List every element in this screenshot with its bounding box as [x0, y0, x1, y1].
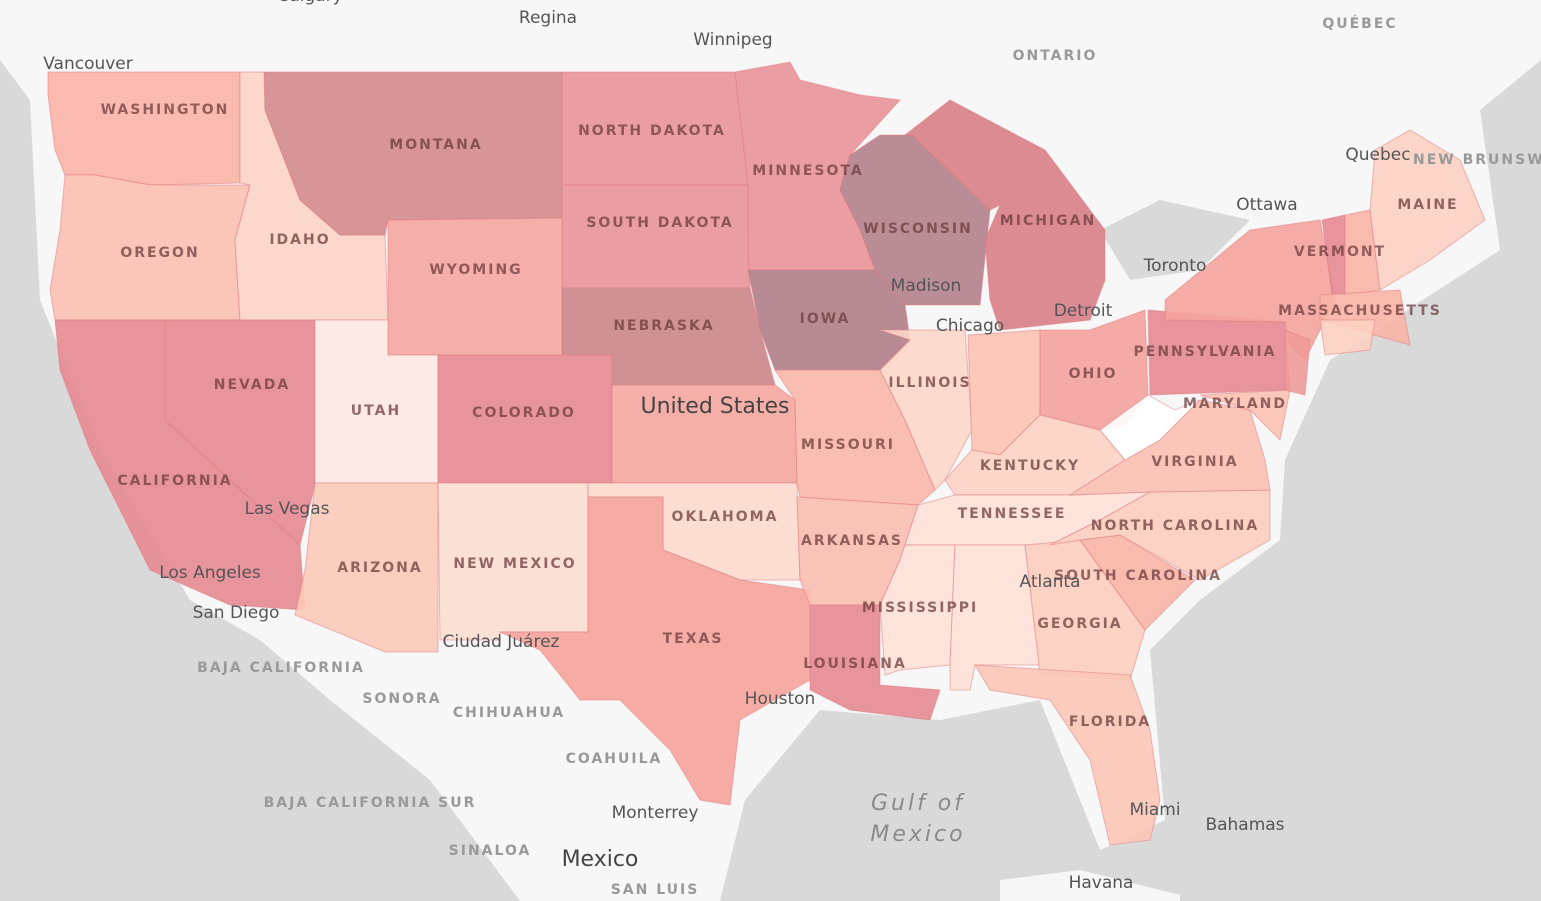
state: [879, 329, 973, 491]
place-label: Vancouver: [43, 54, 133, 74]
state: [1284, 329, 1311, 396]
state: [809, 604, 941, 721]
state: [1369, 129, 1486, 291]
state-label: TEXAS: [663, 631, 724, 647]
place-label: United States: [641, 394, 790, 419]
state-label: IOWA: [800, 311, 851, 327]
state-label: MINNESOTA: [752, 163, 863, 179]
state-label: IDAHO: [269, 232, 330, 248]
place-label: Quebec: [1345, 145, 1410, 165]
state: [387, 217, 563, 356]
place-label: ONTARIO: [1013, 48, 1098, 64]
state-label: NEVADA: [214, 377, 290, 393]
states: [47, 61, 1486, 846]
place-label: BAJA CALIFORNIA SUR: [264, 795, 477, 811]
state-label: MISSISSIPPI: [862, 600, 978, 616]
state-label: TENNESSEE: [958, 506, 1067, 522]
place-label: Calgary: [277, 0, 342, 6]
place-label: Ottawa: [1236, 195, 1297, 215]
place-label: Monterrey: [612, 803, 699, 823]
place-label: CHIHUAHUA: [453, 705, 565, 721]
state-label: VIRGINIA: [1151, 454, 1238, 470]
place-label: Las Vegas: [245, 499, 330, 519]
state: [1199, 389, 1291, 442]
place-label: Regina: [519, 8, 577, 28]
state: [1319, 319, 1376, 356]
place-label: Mexico: [562, 847, 639, 872]
state-label: ARKANSAS: [801, 533, 903, 549]
place-label: COAHUILA: [566, 751, 663, 767]
state: [47, 71, 241, 186]
state-label: WISCONSIN: [863, 221, 973, 237]
place-label: SINALOA: [449, 843, 532, 859]
state-label: MASSACHUSETTS: [1278, 303, 1442, 319]
state-label: SOUTH CAROLINA: [1054, 568, 1222, 584]
state-label: PENNSYLVANIA: [1134, 344, 1277, 360]
place-label: Winnipeg: [693, 30, 772, 50]
state-label: UTAH: [351, 403, 401, 419]
place-label: Detroit: [1054, 301, 1113, 321]
state-label: CALIFORNIA: [117, 473, 232, 489]
place-label: Bahamas: [1205, 815, 1284, 835]
state: [1099, 394, 1201, 461]
state: [561, 184, 751, 289]
state: [1164, 219, 1336, 361]
state-label: NORTH CAROLINA: [1091, 518, 1259, 534]
place-label: Houston: [745, 689, 816, 709]
state-label: MAINE: [1397, 197, 1458, 213]
place-label: Mexico: [870, 822, 965, 847]
place-label: Toronto: [1143, 256, 1207, 276]
state: [903, 99, 1106, 331]
state-label: OHIO: [1069, 366, 1118, 382]
state: [1319, 289, 1411, 346]
state-label: OKLAHOMA: [672, 509, 779, 525]
state-label: WYOMING: [429, 262, 522, 278]
state-label: ILLINOIS: [888, 375, 971, 391]
place-label: Madison: [891, 276, 962, 296]
place-label: Gulf of: [871, 791, 965, 816]
state-label: ARIZONA: [337, 560, 422, 576]
state-label: LOUISIANA: [803, 656, 907, 672]
place-label: Atlanta: [1020, 572, 1081, 592]
state: [54, 319, 306, 611]
state-label: SOUTH DAKOTA: [586, 215, 733, 231]
great-lake: [1100, 200, 1250, 280]
cuba: [1000, 870, 1180, 901]
place-label: Havana: [1069, 873, 1134, 893]
place-label: San Diego: [193, 603, 280, 623]
state-label: MISSOURI: [801, 437, 895, 453]
place-label: QUÉBEC: [1322, 15, 1397, 32]
state-label: GEORGIA: [1037, 616, 1122, 632]
state: [839, 134, 991, 306]
place-label: Ciudad Juárez: [443, 632, 560, 652]
state-label: KENTUCKY: [980, 458, 1080, 474]
state: [1049, 489, 1271, 581]
state-label: NEW MEXICO: [453, 556, 576, 572]
place-label: BAJA CALIFORNIA: [197, 660, 365, 676]
state-label: OREGON: [120, 245, 199, 261]
place-label: SAN LUIS: [611, 882, 700, 898]
state-label: VERMONT: [1294, 244, 1386, 260]
state-label: NORTH DAKOTA: [578, 123, 726, 139]
state-label: FLORIDA: [1069, 714, 1151, 730]
place-label: NEW BRUNSWICK: [1413, 152, 1541, 168]
state-label: COLORADO: [472, 405, 576, 421]
place-label: Chicago: [936, 316, 1004, 336]
state-label: NEBRASKA: [613, 318, 714, 334]
place-label: SONORA: [362, 691, 441, 707]
labels: WASHINGTON OREGON IDAHO MONTANA NORTH DAKOTA…: [43, 0, 1541, 898]
state: [499, 496, 811, 806]
state-label: MICHIGAN: [1000, 213, 1096, 229]
state: [974, 664, 1161, 846]
place-label: Los Angeles: [159, 563, 261, 583]
state-label: WASHINGTON: [101, 102, 230, 118]
place-label: Miami: [1129, 800, 1180, 820]
state-label: MARYLAND: [1183, 396, 1287, 412]
state-label: MONTANA: [389, 137, 482, 153]
